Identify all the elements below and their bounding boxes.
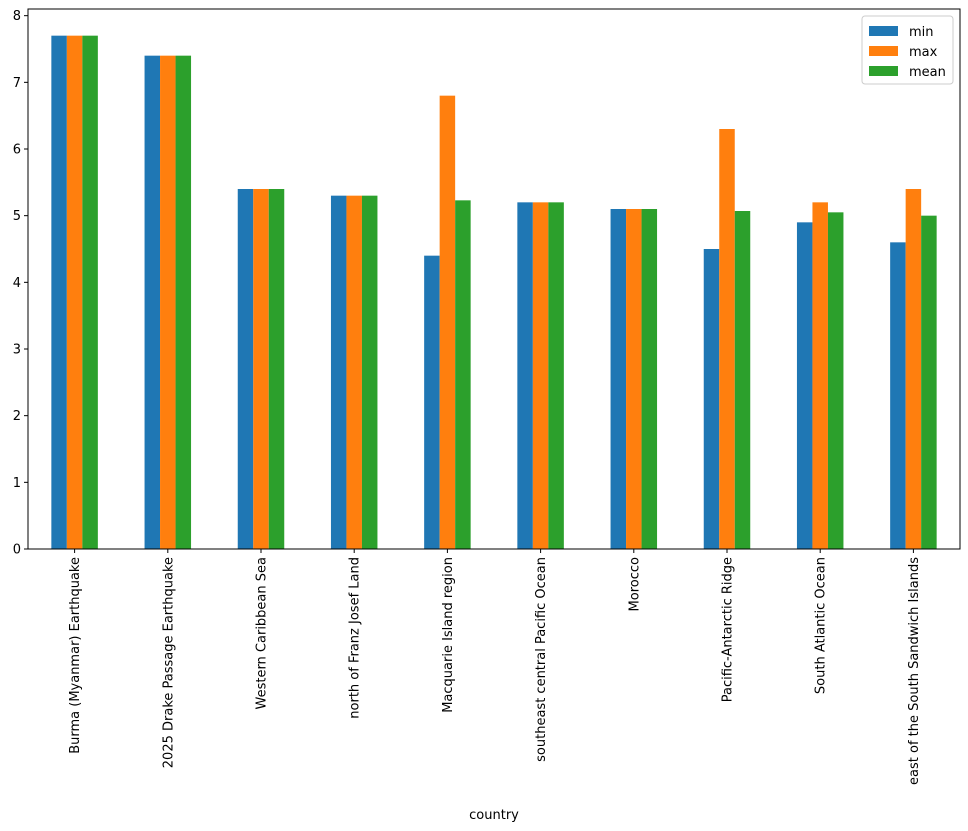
bar-max-0 bbox=[66, 35, 83, 549]
bar-mean-0 bbox=[82, 35, 98, 549]
x-tick-label: Morocco bbox=[627, 557, 642, 611]
x-tick-label: Western Caribbean Sea bbox=[255, 557, 270, 710]
bar-mean-2 bbox=[268, 189, 285, 549]
x-tick-label: South Atlantic Ocean bbox=[814, 557, 829, 694]
y-tick-label: 6 bbox=[13, 143, 21, 158]
bar-max-4 bbox=[439, 95, 456, 550]
y-tick-label: 7 bbox=[13, 76, 21, 91]
bar-min-5 bbox=[517, 202, 533, 550]
bar-mean-8 bbox=[827, 212, 844, 550]
bar-min-0 bbox=[51, 35, 67, 549]
bar-min-1 bbox=[144, 55, 161, 550]
bar-max-8 bbox=[812, 202, 828, 550]
bar-min-9 bbox=[890, 242, 906, 550]
bar-min-4 bbox=[424, 255, 440, 549]
y-axis: 0 1 2 3 4 5 6 7 8 bbox=[13, 9, 28, 558]
legend-swatch-max bbox=[869, 46, 898, 56]
bar-mean-3 bbox=[361, 195, 378, 549]
y-tick-label: 0 bbox=[13, 543, 21, 558]
y-tick-label: 8 bbox=[13, 9, 21, 24]
bar-min-6 bbox=[610, 209, 627, 549]
y-tick-label: 5 bbox=[13, 209, 21, 224]
bars-layer bbox=[51, 35, 937, 550]
x-tick-label: Macquarie Island region bbox=[441, 557, 456, 713]
bar-max-1 bbox=[160, 55, 176, 550]
legend-swatch-mean bbox=[869, 66, 898, 76]
bar-min-3 bbox=[330, 195, 347, 549]
bar-max-5 bbox=[532, 202, 549, 550]
y-tick-label: 4 bbox=[13, 276, 21, 291]
legend-label-mean: mean bbox=[909, 65, 946, 80]
x-tick-label: north of Franz Josef Land bbox=[348, 557, 363, 719]
bar-max-2 bbox=[253, 189, 269, 549]
bar-min-7 bbox=[703, 249, 720, 549]
legend-label-min: min bbox=[909, 25, 934, 40]
bar-max-7 bbox=[719, 129, 735, 549]
legend-swatch-min bbox=[869, 26, 898, 36]
axes-frame bbox=[27, 8, 961, 550]
bar-max-3 bbox=[346, 195, 362, 549]
bar-max-9 bbox=[905, 189, 922, 549]
bar-min-2 bbox=[237, 189, 254, 549]
y-tick-label: 2 bbox=[13, 409, 21, 424]
x-tick-label: 2025 Drake Passage Earthquake bbox=[161, 557, 176, 768]
legend-label-max: max bbox=[909, 45, 938, 60]
bar-mean-1 bbox=[175, 55, 192, 550]
x-tick-label: Pacific-Antarctic Ridge bbox=[721, 557, 736, 702]
bar-max-6 bbox=[626, 209, 642, 549]
x-tick-label: Burma (Myanmar) Earthquake bbox=[68, 557, 83, 754]
bar-mean-9 bbox=[921, 215, 937, 549]
y-tick-label: 3 bbox=[13, 343, 21, 358]
y-tick-label: 1 bbox=[13, 476, 21, 491]
bar-mean-5 bbox=[548, 202, 564, 550]
bar-mean-6 bbox=[641, 209, 658, 549]
bar-mean-4 bbox=[455, 200, 471, 550]
bar-min-8 bbox=[796, 222, 813, 550]
bar-mean-7 bbox=[734, 211, 751, 549]
x-axis-label: country bbox=[469, 808, 519, 823]
x-tick-label: east of the South Sandwich Islands bbox=[907, 557, 922, 785]
x-axis: Burma (Myanmar) Earthquake 2025 Drake Pas… bbox=[68, 549, 922, 785]
legend: min max mean bbox=[861, 15, 954, 85]
x-tick-label: southeast central Pacific Ocean bbox=[534, 557, 549, 762]
